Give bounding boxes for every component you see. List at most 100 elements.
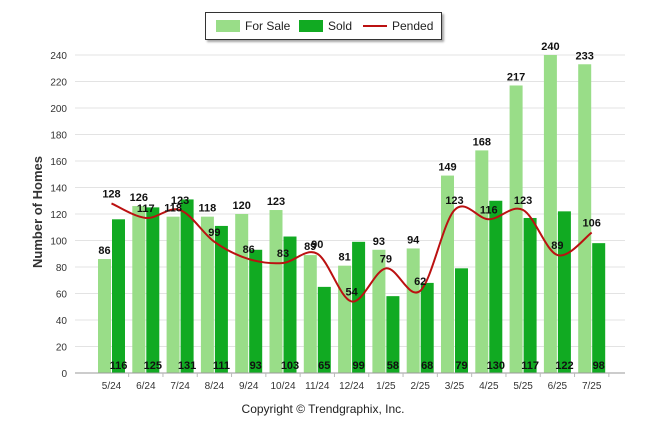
legend-label-sold: Sold [328,19,353,33]
legend-swatch-for-sale [216,20,240,32]
y-tick-label: 80 [56,263,68,274]
y-tick-label: 200 [50,104,67,115]
label-sold: 65 [318,360,330,372]
label-for-sale: 86 [98,245,110,257]
label-pended: 90 [311,239,323,251]
label-pended: 123 [514,195,532,207]
label-for-sale: 120 [233,200,251,212]
label-sold: 103 [281,360,299,372]
bar-sold [249,249,263,373]
label-for-sale: 168 [473,136,491,148]
label-for-sale: 217 [507,71,525,83]
y-tick-label: 180 [50,131,67,142]
label-pended: 116 [480,204,498,216]
bar-for-sale [269,210,283,373]
pended-line-layer [111,202,593,303]
label-pended: 123 [171,195,189,207]
bar-for-sale [338,265,352,373]
copyright-text: Copyright © Trendgraphix, Inc. [241,402,405,416]
x-tick-label: 12/24 [339,381,364,392]
legend-item-for-sale: For Sale [216,19,290,33]
bar-sold [455,268,468,373]
x-tick-label: 11/24 [305,381,330,392]
bar-for-sale [441,175,454,373]
x-tick-label: 7/25 [582,381,602,392]
label-for-sale: 149 [438,162,456,174]
bar-for-sale [132,206,146,373]
label-pended: 54 [345,286,358,298]
x-tick-label: 8/24 [205,381,225,392]
bar-sold [523,217,537,373]
axes-layer: 0 20 40 60 80 100 120 140 160 180 200 220 240 5/24 6/2… [50,51,625,392]
label-pended: 62 [414,276,426,288]
bar-for-sale [303,255,317,373]
x-tick-label: 9/24 [239,381,259,392]
y-tick-label: 240 [50,51,67,62]
label-for-sale: 94 [407,234,420,246]
bar-for-sale [98,259,111,373]
bar-sold [557,211,571,373]
x-tick-label: 6/25 [548,381,568,392]
label-pended: 106 [583,218,601,230]
x-tick-label: 6/24 [136,381,156,392]
label-sold: 58 [387,360,399,372]
label-for-sale: 123 [267,196,285,208]
x-tick-label: 2/25 [410,381,430,392]
label-sold: 117 [521,360,539,372]
bar-sold [386,296,400,373]
bar-sold [180,199,194,373]
bar-for-sale [406,248,420,373]
pended-line [111,202,593,303]
label-sold: 130 [487,360,505,372]
bar-sold [214,225,228,373]
y-tick-label: 120 [50,210,67,221]
label-pended: 83 [277,248,289,260]
bar-for-sale [578,64,592,374]
legend-label-pended: Pended [392,19,434,33]
label-sold: 131 [178,360,196,372]
x-tick-label: 7/24 [170,381,190,392]
legend-label-for-sale: For Sale [245,19,291,33]
bars-layer [98,55,606,374]
label-sold: 98 [593,360,605,372]
legend: For Sale Sold Pended [205,12,442,40]
legend-swatch-sold [299,20,323,32]
label-sold: 116 [110,360,128,372]
label-for-sale: 240 [541,41,559,53]
label-pended: 99 [208,227,220,239]
bar-for-sale [509,85,523,373]
bar-for-sale [200,216,214,373]
bar-sold [146,207,160,373]
label-pended: 128 [102,188,120,200]
y-tick-label: 20 [56,343,68,354]
label-for-sale: 93 [373,236,385,248]
label-for-sale: 118 [199,203,217,215]
bar-sold [317,286,331,373]
bar-sold [592,243,606,373]
y-tick-label: 140 [50,184,67,195]
bar-for-sale [166,216,180,373]
bar-sold [283,236,297,373]
label-pended: 117 [137,203,155,215]
label-for-sale: 118 [164,203,182,215]
bar-sold [112,219,125,373]
label-for-sale: 89 [304,241,316,253]
label-sold: 125 [144,360,162,372]
y-tick-label: 160 [50,157,67,168]
bar-for-sale [543,55,557,373]
x-tick-label: 5/24 [102,381,122,392]
x-tick-label: 1/25 [376,381,396,392]
label-sold: 122 [555,360,573,372]
bar-for-sale [372,249,386,373]
legend-swatch-pended [363,25,387,27]
label-pended: 89 [551,240,563,252]
x-tick-label: 10/24 [270,381,295,392]
label-for-sale: 233 [576,50,594,62]
label-sold: 93 [250,360,262,372]
y-tick-label: 100 [50,237,67,248]
y-axis-title: Number of Homes [30,156,45,268]
x-tick-label: 5/25 [513,381,533,392]
legend-item-pended: Pended [363,19,433,33]
data-labels-layer: 86 126 118 118 120 123 89 81 93 94 149 168 217 240 233… [98,41,604,372]
label-pended: 79 [380,253,392,265]
